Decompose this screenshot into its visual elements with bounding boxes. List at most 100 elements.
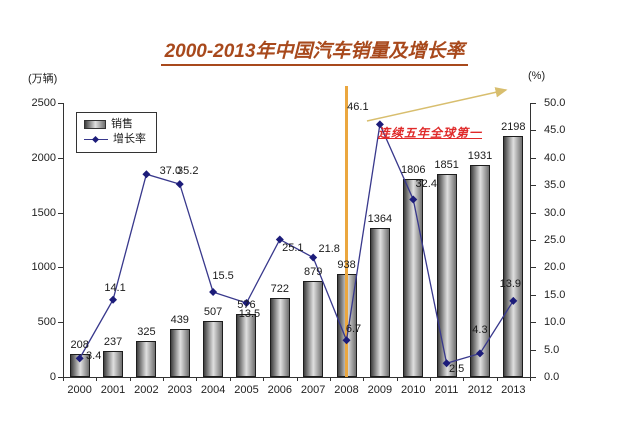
x-axis-year-label: 2005 (234, 384, 259, 396)
left-axis-tick (58, 103, 63, 104)
x-axis-tick (396, 377, 398, 381)
x-axis-tick (296, 377, 298, 381)
trend-arrow (366, 87, 508, 122)
x-axis-year-label: 2008 (334, 384, 359, 396)
left-axis-tick-label: 1500 (31, 206, 56, 219)
right-axis-line (530, 103, 531, 377)
sales-bar-label: 722 (270, 282, 289, 295)
left-axis-tick (58, 377, 63, 378)
legend: 销售 增长率 (76, 112, 157, 153)
sales-bar (169, 328, 190, 377)
x-axis-tick (196, 377, 198, 381)
sales-bar (403, 179, 424, 377)
right-axis-tick (531, 185, 536, 187)
annotation-text: 连续五年全球第一 (378, 126, 483, 140)
sales-bar (136, 341, 157, 377)
growth-point-marker (209, 288, 218, 297)
growth-line-swatch-icon (84, 135, 108, 144)
right-axis-tick (531, 157, 536, 159)
sales-bar-label: 325 (137, 326, 156, 339)
sales-bar (269, 297, 290, 377)
x-axis-year-label: 2007 (300, 384, 326, 396)
sales-bar (203, 321, 224, 377)
sales-bar-label: 2198 (501, 121, 526, 134)
chart-title: 2000-2013年中国汽车销量及增长率 (0, 36, 629, 66)
left-axis-tick (58, 157, 63, 159)
sales-bar-label: 1851 (434, 159, 459, 172)
x-axis-year-label: 2013 (501, 384, 526, 396)
sales-bar-swatch-icon (84, 120, 106, 129)
right-axis-tick-label: 25.0 (544, 234, 566, 246)
sales-bar-label: 1806 (401, 164, 426, 177)
x-axis-tick (229, 377, 231, 381)
x-axis-year-label: 2002 (134, 384, 159, 396)
growth-point-label: 4.3 (472, 324, 488, 337)
x-axis-tick (530, 377, 531, 381)
legend-item-sales: 销售 (84, 117, 146, 132)
growth-point-label: 6.7 (345, 323, 362, 336)
sales-bar (503, 136, 524, 377)
chart-title-text: 2000-2013年中国汽车销量及增长率 (160, 41, 469, 66)
x-axis-year-label: 2004 (200, 384, 226, 396)
growth-point-marker (309, 253, 318, 262)
sales-bar-label: 1364 (367, 212, 393, 225)
x-axis-tick (429, 377, 431, 381)
x-axis-year-label: 2001 (100, 384, 126, 396)
legend-item-growth: 增长率 (84, 132, 146, 147)
right-axis-tick (531, 240, 536, 241)
left-axis-unit: (万辆) (28, 73, 58, 85)
sales-bar (369, 227, 390, 377)
left-axis-tick-label: 2000 (31, 151, 56, 164)
right-axis-tick-label: 30.0 (544, 206, 566, 219)
sales-bar (103, 351, 124, 377)
sales-bar (303, 280, 324, 377)
sales-bar-label: 439 (170, 313, 189, 326)
sales-bar-label: 237 (103, 336, 123, 349)
growth-point-marker (142, 170, 151, 179)
growth-point-label: 25.1 (282, 242, 304, 255)
x-axis-tick (63, 377, 64, 381)
sales-bar-label: 507 (203, 306, 223, 319)
x-axis-tick (329, 377, 331, 381)
growth-point-marker (175, 180, 184, 189)
right-axis-tick (531, 267, 536, 269)
diamond-marker-icon (91, 135, 100, 144)
right-axis-tick-label: 15.0 (544, 288, 566, 301)
growth-point-label: 13.5 (238, 308, 261, 321)
sales-bar-label: 1931 (467, 150, 493, 163)
legend-label-sales: 销售 (111, 118, 133, 130)
left-axis-tick (58, 267, 63, 269)
right-axis-unit: (%) (528, 70, 546, 82)
x-axis-year-label: 2000 (67, 384, 92, 396)
sales-bar (469, 165, 490, 377)
right-axis-tick (531, 294, 536, 296)
x-axis-year-label: 2010 (401, 384, 426, 396)
sales-bar-label: 938 (337, 259, 356, 272)
sales-bar-label: 879 (303, 265, 323, 278)
x-axis-tick (463, 377, 465, 381)
x-axis-tick (263, 377, 265, 381)
right-axis-tick-label: 40.0 (544, 151, 566, 164)
left-axis-tick (58, 322, 63, 324)
right-axis-tick (531, 349, 536, 351)
x-axis-tick (363, 377, 365, 381)
right-axis-tick-label: 50.0 (544, 97, 566, 109)
right-axis-tick (531, 212, 536, 214)
x-axis-year-label: 2011 (434, 384, 459, 396)
growth-point-label: 21.8 (318, 242, 340, 255)
right-axis-tick-label: 20.0 (544, 261, 566, 274)
right-axis-tick (531, 377, 536, 378)
right-axis-tick (531, 322, 536, 324)
sales-bar (436, 174, 457, 377)
x-axis-year-label: 2012 (467, 384, 493, 396)
x-axis-tick (96, 377, 98, 381)
right-axis-tick (531, 103, 536, 104)
x-axis-tick (496, 377, 498, 381)
growth-point-label: 2.5 (448, 363, 465, 376)
left-axis-tick-label: 500 (37, 316, 56, 329)
x-axis-tick (163, 377, 165, 381)
growth-point-label: 46.1 (347, 101, 369, 114)
left-axis-tick (58, 212, 63, 214)
growth-point-label: 14.1 (104, 281, 126, 294)
x-axis-year-label: 2006 (267, 384, 293, 396)
